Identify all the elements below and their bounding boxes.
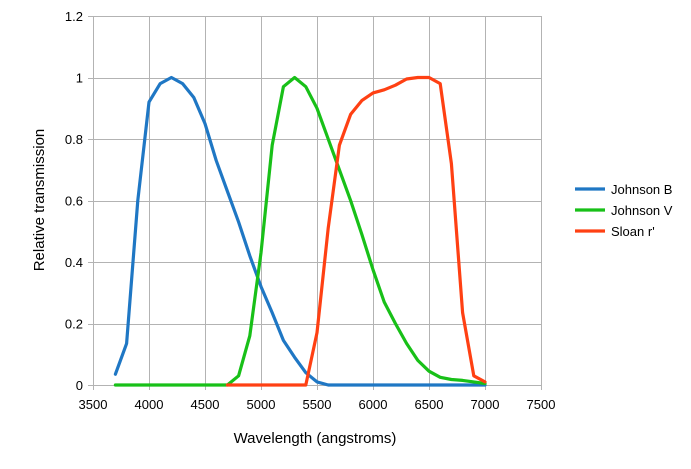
x-tick-label: 5000 (247, 397, 276, 412)
y-tick-label: 0.4 (65, 255, 83, 270)
y-tick-label: 0.2 (65, 317, 83, 332)
y-axis-title: Relative transmission (31, 129, 48, 272)
y-axis-tick-labels: 0 0.2 0.4 0.6 0.8 1 1.2 (65, 9, 83, 393)
legend: Johnson B Johnson V Sloan r' (575, 182, 673, 239)
series-line-sloan-r (225, 75, 487, 387)
series-lines (113, 75, 487, 387)
y-tick-label: 0 (76, 378, 83, 393)
x-tick-label: 6000 (359, 397, 388, 412)
x-tick-label: 4000 (135, 397, 164, 412)
x-axis-title: Wavelength (angstroms) (234, 430, 397, 447)
series-line-johnson-v (113, 75, 487, 387)
series-line-johnson-b (113, 75, 487, 387)
x-tick-label: 5500 (303, 397, 332, 412)
x-tick-label: 3500 (79, 397, 108, 412)
legend-label-johnson-v: Johnson V (611, 203, 673, 218)
grid (88, 16, 542, 390)
x-axis-tick-labels: 3500 4000 4500 5000 5500 6000 6500 7000 7500 (79, 397, 556, 412)
legend-label-johnson-b: Johnson B (611, 182, 672, 197)
y-tick-label: 1 (76, 71, 83, 86)
legend-label-sloan-r: Sloan r' (611, 224, 655, 239)
x-tick-label: 4500 (191, 397, 220, 412)
y-tick-label: 1.2 (65, 9, 83, 24)
x-tick-label: 7500 (527, 397, 556, 412)
y-tick-label: 0.8 (65, 132, 83, 147)
y-tick-label: 0.6 (65, 194, 83, 209)
x-tick-label: 6500 (415, 397, 444, 412)
x-tick-label: 7000 (471, 397, 500, 412)
